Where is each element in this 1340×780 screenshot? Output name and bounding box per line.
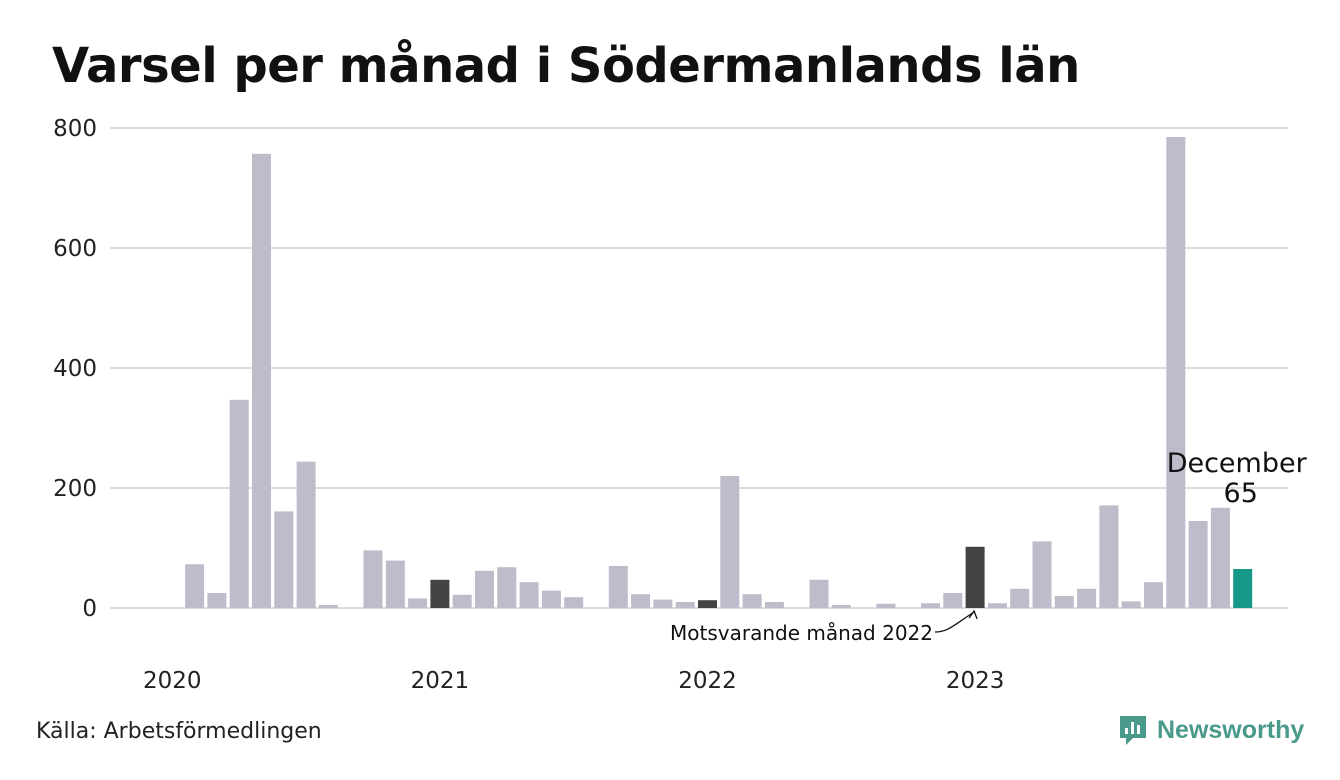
bar xyxy=(497,567,517,608)
bar xyxy=(430,579,450,608)
brand-logo[interactable]: Newsworthy xyxy=(1117,713,1304,747)
comparison-label: Motsvarande månad 2022 xyxy=(670,621,933,645)
y-tick-label: 0 xyxy=(82,596,97,622)
bar xyxy=(185,564,205,608)
bar xyxy=(564,597,584,608)
bar xyxy=(742,594,762,608)
comparison-arrow-head xyxy=(968,609,978,620)
bar xyxy=(631,594,651,608)
x-tick-label: 2022 xyxy=(678,668,737,694)
x-tick-label: 2021 xyxy=(411,668,470,694)
bar xyxy=(1032,541,1052,608)
bar xyxy=(943,593,963,608)
bar xyxy=(1099,505,1119,608)
bar xyxy=(519,582,539,608)
bar xyxy=(1121,601,1141,608)
brand-name: Newsworthy xyxy=(1157,715,1305,744)
bar xyxy=(987,603,1007,608)
y-tick-label: 200 xyxy=(53,476,97,502)
current-month-label: December xyxy=(1167,448,1308,479)
bar xyxy=(764,602,784,608)
bar xyxy=(318,605,338,608)
bar xyxy=(876,603,896,608)
bar xyxy=(296,461,316,608)
bar xyxy=(831,605,851,608)
y-tick-label: 600 xyxy=(53,236,97,262)
x-tick-label: 2023 xyxy=(946,668,1005,694)
bar xyxy=(1010,588,1030,608)
bar xyxy=(1077,588,1097,608)
bar xyxy=(698,600,717,608)
bar xyxy=(541,590,561,608)
bar xyxy=(274,511,294,608)
x-tick-label: 2020 xyxy=(143,668,202,694)
bar xyxy=(452,594,472,608)
x-axis-ticks: 2020 2021 2022 2023 xyxy=(143,668,1004,694)
source-note: Källa: Arbetsförmedlingen xyxy=(36,719,322,744)
comparison-arrow xyxy=(934,611,975,633)
bar xyxy=(965,546,985,608)
bar xyxy=(720,476,740,608)
bar xyxy=(207,593,227,608)
bar xyxy=(675,602,695,608)
bar xyxy=(475,570,494,608)
chart-title: Varsel per månad i Södermanlands län xyxy=(52,38,1080,94)
bar xyxy=(385,560,405,608)
bar xyxy=(229,399,249,608)
bar-chart: 0 200 400 600 800 2020 2021 2022 2023 December6… xyxy=(53,116,1308,694)
bar xyxy=(1054,596,1074,608)
bar xyxy=(653,599,673,608)
bar xyxy=(1233,569,1253,608)
y-axis-ticks: 0 200 400 600 800 xyxy=(53,116,97,622)
bar xyxy=(921,603,940,608)
newsworthy-logo-icon xyxy=(1120,716,1146,745)
bar xyxy=(1188,521,1208,608)
bar xyxy=(252,153,271,609)
current-value-label: 65 xyxy=(1224,478,1258,509)
bar xyxy=(1210,507,1230,608)
bar xyxy=(809,579,829,608)
y-tick-label: 400 xyxy=(53,356,97,382)
bar xyxy=(408,598,428,608)
bars xyxy=(185,137,1253,609)
bar xyxy=(1144,582,1163,608)
bar xyxy=(1166,137,1186,608)
bar xyxy=(363,550,383,608)
y-tick-label: 800 xyxy=(53,116,97,142)
bar xyxy=(608,566,628,608)
